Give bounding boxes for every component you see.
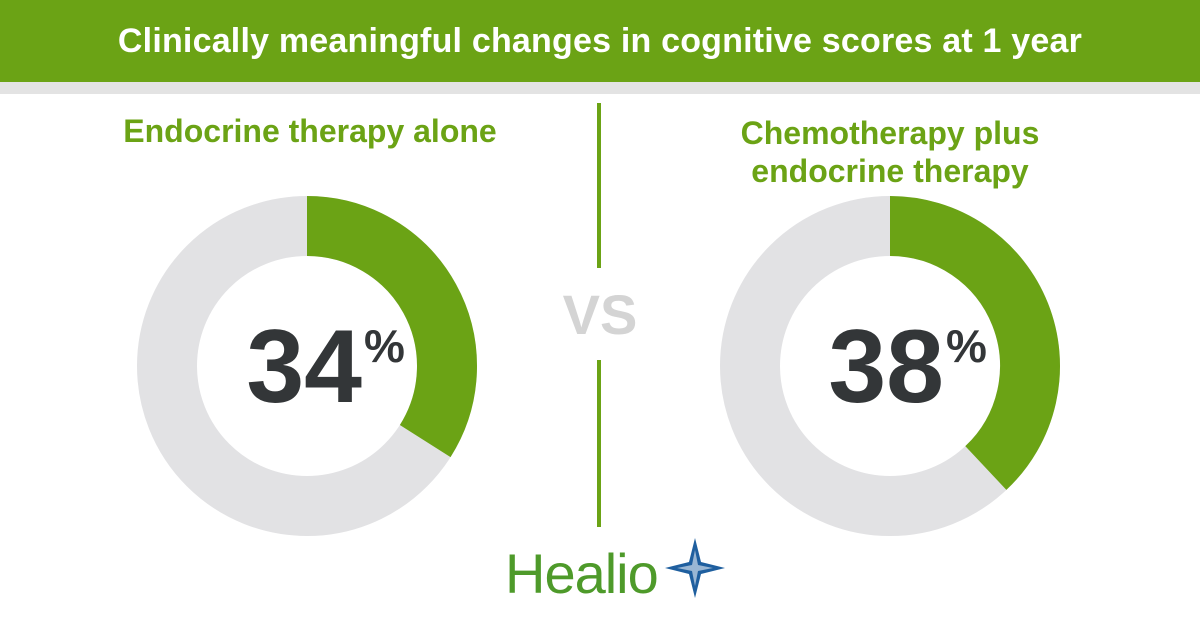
logo-text: Healio — [505, 542, 659, 605]
right-donut-value-number: 38 — [828, 309, 944, 425]
healio-logo: Healio — [505, 538, 735, 608]
star-icon — [665, 538, 725, 598]
page-title: Clinically meaningful changes in cogniti… — [117, 21, 1083, 60]
right-panel-title: Chemotherapy plus endocrine therapy — [630, 114, 1150, 190]
left-donut-value-number: 34 — [246, 309, 362, 425]
vs-label: VS — [562, 283, 638, 346]
left-donut-unit: % — [364, 320, 405, 372]
right-panel-title-line-2: endocrine therapy — [751, 153, 1029, 189]
divider-top — [597, 103, 601, 268]
right-donut-unit: % — [946, 320, 987, 372]
left-donut: 34 % — [137, 196, 477, 536]
right-donut-value-arc — [889, 196, 1060, 490]
right-donut-value: 38 — [828, 309, 944, 425]
header-banner: Clinically meaningful changes in cogniti… — [0, 0, 1200, 82]
left-donut-value-arc — [306, 196, 477, 458]
left-donut-value: 34 — [246, 309, 362, 425]
header-stripe — [0, 82, 1200, 94]
right-panel-title-line-1: Chemotherapy plus — [740, 115, 1040, 151]
divider-bottom — [597, 360, 601, 527]
left-panel-title: Endocrine therapy alone — [50, 112, 570, 150]
left-panel-title-text: Endocrine therapy alone — [123, 113, 497, 149]
right-donut: 38 % — [720, 196, 1060, 536]
